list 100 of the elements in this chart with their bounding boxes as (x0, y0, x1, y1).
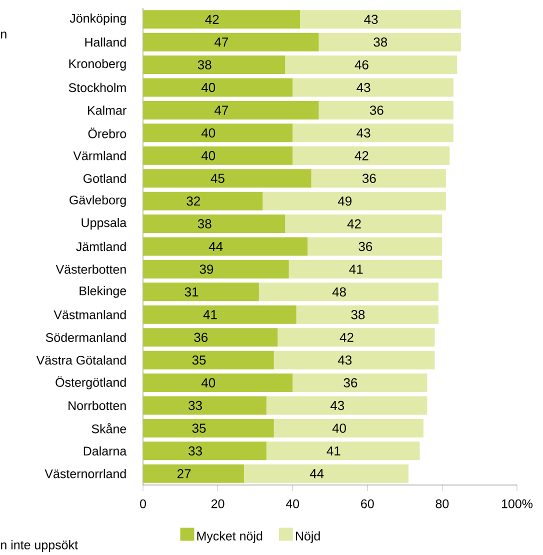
data-label: 40 (332, 424, 346, 433)
data-label: 44 (310, 469, 324, 478)
bar (300, 10, 461, 29)
text: n inte uppsökt (1, 540, 78, 552)
bar (266, 442, 420, 460)
bar (143, 260, 289, 278)
x-tick-label: 80 (436, 499, 449, 508)
data-label: 48 (332, 287, 346, 297)
bar (292, 78, 454, 97)
data-label: 38 (198, 60, 212, 70)
bar (143, 418, 274, 438)
bar (143, 305, 296, 324)
data-label: 44 (208, 242, 223, 251)
data-label: 33 (188, 400, 202, 410)
bar (143, 124, 293, 142)
bar (285, 214, 442, 234)
bar (143, 100, 319, 120)
bar (296, 305, 438, 324)
bar (258, 282, 438, 302)
data-label: 42 (205, 14, 219, 24)
y-tick-label: Örebro (88, 128, 126, 138)
bar (285, 56, 458, 74)
data-label: 40 (201, 151, 216, 160)
data-label: 41 (203, 310, 217, 320)
data-label: 39 (200, 264, 214, 274)
bar (262, 192, 446, 210)
data-label: 35 (192, 355, 206, 365)
x-tick-label: 100% (502, 499, 533, 508)
bar (244, 464, 409, 483)
y-tick-label: Jämtland (76, 242, 126, 252)
bar (143, 237, 308, 256)
bar (292, 124, 454, 142)
data-label: 36 (362, 174, 376, 183)
bar (318, 100, 454, 120)
data-label: 47 (214, 38, 228, 47)
y-tick-label: Blekinge (80, 286, 126, 298)
x-tick-label: 0 (140, 499, 146, 508)
data-label: 47 (214, 106, 228, 115)
data-label: 40 (201, 128, 216, 138)
data-label: 42 (340, 332, 354, 342)
y-tick-label: Västra Götaland (36, 355, 126, 365)
data-label: 36 (344, 378, 358, 388)
bar (143, 328, 278, 347)
data-label: 27 (177, 469, 191, 478)
data-label: 40 (201, 82, 216, 92)
y-tick-label: Skåne (92, 423, 126, 434)
y-tick-label: Norrbotten (68, 400, 126, 410)
y-tick-label: Västmanland (54, 310, 126, 320)
data-label: 43 (364, 14, 378, 24)
data-label: 46 (354, 60, 368, 70)
bar (143, 78, 293, 97)
data-label: 45 (210, 174, 224, 183)
y-tick-label: Värmland (73, 151, 126, 160)
data-label: 35 (192, 424, 206, 433)
y-tick-label: Stockholm (68, 82, 126, 92)
data-label: 41 (349, 264, 363, 274)
data-label: 41 (326, 446, 340, 456)
data-label: 36 (370, 106, 384, 115)
bar (311, 169, 446, 188)
bar (143, 32, 319, 52)
data-label: 42 (347, 219, 361, 228)
bar (143, 146, 293, 165)
bar (143, 374, 293, 392)
legend-label: Nöjd (296, 531, 320, 543)
data-label: 32 (186, 196, 200, 206)
bar (143, 396, 266, 415)
y-tick-label: Kalmar (88, 106, 126, 115)
y-tick-label: Jönköping (70, 14, 126, 26)
y-tick-label: Västerbotten (56, 264, 126, 274)
bar (292, 146, 450, 165)
x-tick-label: 60 (361, 499, 374, 508)
data-label: 36 (194, 332, 208, 342)
data-label: 43 (330, 400, 344, 410)
data-label: 31 (184, 287, 198, 297)
y-tick-label: Halland (85, 37, 126, 47)
data-label: 43 (356, 128, 370, 138)
y-tick-label: Dalarna (84, 446, 127, 456)
y-tick-label: Gotland (83, 174, 126, 183)
data-label: 38 (374, 37, 388, 47)
bar (143, 464, 244, 483)
data-label: 40 (201, 378, 216, 388)
bar (143, 350, 274, 370)
y-tick-label: Gävleborg (70, 195, 126, 207)
bar (143, 282, 259, 302)
y-tick-label: Södermanland (46, 332, 126, 342)
bar (143, 56, 286, 74)
bar (143, 169, 312, 188)
bar (143, 10, 300, 29)
bar (278, 328, 435, 347)
bar (308, 237, 442, 256)
bar (143, 442, 266, 460)
data-label: 43 (338, 355, 352, 365)
x-tick-label: 20 (211, 499, 224, 508)
bar (143, 214, 286, 234)
data-label: 33 (188, 446, 202, 456)
data-label: 38 (198, 219, 212, 228)
bar (266, 396, 428, 415)
bar (318, 32, 461, 52)
data-label: 49 (338, 196, 352, 206)
text: n (1, 32, 6, 38)
